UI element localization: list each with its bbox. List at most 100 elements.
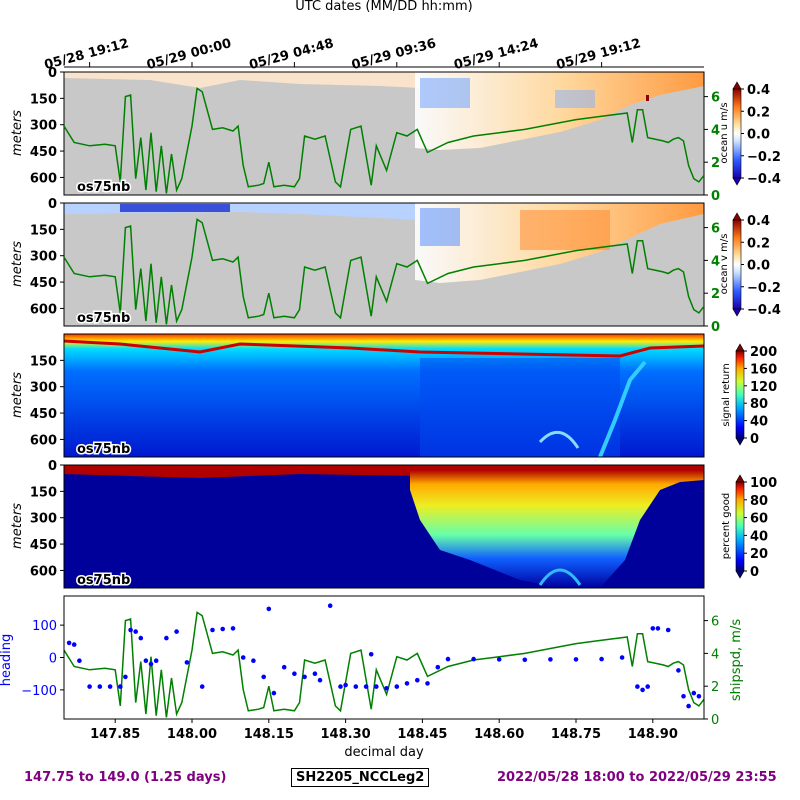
colorbar-tick-label: −0.4 <box>747 172 781 187</box>
decimal-day-tick-label: 148.15 <box>244 727 294 742</box>
heading-point <box>676 668 681 673</box>
depth-tick-label: 300 <box>30 250 57 265</box>
depth-tick-label: 300 <box>30 381 57 396</box>
heading-tick-label: 0 <box>49 652 57 667</box>
decimal-day-tick-label: 147.85 <box>90 727 140 742</box>
colorbar-tick-label: 100 <box>750 476 777 491</box>
depth-tick-label: 150 <box>30 485 57 500</box>
signal-return-colorbar: 200 160 120 80 40 0 signal return <box>721 343 777 447</box>
signal-return-bottom-echo <box>598 360 647 457</box>
depth-tick-label: 300 <box>30 512 57 527</box>
heading-point <box>317 677 323 683</box>
percent-good-panel: 0 150 300 450 600 meters os75nb <box>10 459 705 590</box>
heading-point <box>128 627 133 633</box>
heading-point <box>384 686 389 691</box>
signal-return-panel: 150 300 450 600 meters os75nb <box>10 333 705 459</box>
signal-return-colorbar-label: signal return <box>721 363 732 426</box>
ocean-u-frame <box>63 71 705 196</box>
decimal-day-xlabel: decimal day <box>344 745 424 760</box>
ocean-u-panel: 0 150 300 450 600 6 4 2 0 meters os75nb <box>10 66 720 204</box>
depth-tick-label: 450 <box>30 276 57 291</box>
signal-return-colorbar-body <box>735 350 745 439</box>
colorbar-tick-label: 0.0 <box>747 259 770 274</box>
heading-series <box>66 603 702 709</box>
depth-tick-label: 450 <box>30 538 57 553</box>
heading-point <box>123 674 128 680</box>
depth-tick-label: 450 <box>30 145 57 160</box>
heading-point <box>153 658 159 663</box>
heading-point <box>312 671 318 676</box>
heading-point <box>138 635 144 641</box>
ocean-v-colorbar-top-arrow <box>732 212 742 221</box>
heading-point <box>343 682 348 688</box>
depth-tick-label: 150 <box>30 92 57 107</box>
ocean-v-blue-streak <box>120 204 230 212</box>
shipspd-tick-label: 0 <box>711 320 720 335</box>
heading-point <box>230 626 236 631</box>
ocean-u-colorbar-label: ocean u m/s <box>719 102 730 163</box>
heading-point <box>681 694 686 699</box>
shipspd-tick-label: 2 <box>711 680 719 695</box>
heading-point <box>696 694 702 699</box>
shipspd-axis-label: shipspd, m/s <box>729 619 744 701</box>
colorbar-tick-label: 80 <box>750 494 768 509</box>
footer-day-range: 147.75 to 149.0 (1.25 days) <box>24 770 227 785</box>
heading-point <box>645 684 650 689</box>
heading-point <box>292 671 297 676</box>
ocean-u-ylabel: meters <box>10 110 25 156</box>
colorbar-tick-label: 0.2 <box>747 236 770 251</box>
top-axis-tick-label: 05/29 09:36 <box>350 36 438 73</box>
signal-return-instrument-label: os75nb <box>77 442 130 457</box>
depth-tick-label: 450 <box>30 407 57 422</box>
heading-point <box>143 658 149 663</box>
ocean-u-data-region <box>415 72 704 150</box>
heading-tick-label: 100 <box>32 619 57 634</box>
colorbar-tick-label: 0 <box>750 432 759 447</box>
decimal-day-tick-label: 148.45 <box>397 727 447 742</box>
heading-point <box>251 658 256 663</box>
decimal-day-tick-label: 148.00 <box>167 727 217 742</box>
heading-point <box>338 684 343 689</box>
ocean-u-blue-patch-2 <box>555 90 595 108</box>
top-axis-ticks: 05/28 19:12 05/29 00:00 05/29 04:48 05/29 0… <box>43 36 643 73</box>
percent-good-colorbar-body <box>735 481 745 572</box>
colorbar-tick-label: 0.4 <box>747 83 770 98</box>
heading-point <box>619 655 625 660</box>
heading-point <box>271 690 277 696</box>
ocean-v-blue-patch <box>420 208 460 246</box>
colorbar-tick-label: 0.2 <box>747 105 770 120</box>
heading-point <box>599 656 604 662</box>
signal-return-arc <box>538 431 580 449</box>
colorbar-tick-label: 40 <box>750 415 768 430</box>
heading-point <box>97 684 103 689</box>
depth-tick-label: 0 <box>48 66 57 81</box>
percent-good-instrument-label: os75nb <box>77 573 130 588</box>
heading-point <box>435 664 441 670</box>
heading-shipspd-panel: 100 0 −100 6 4 2 0 147.85 148.00 148.15 148.30 14… <box>0 595 744 760</box>
percent-good-arc <box>538 568 582 586</box>
ocean-u-colorbar-body <box>732 88 742 179</box>
depth-tick-label: 600 <box>30 171 57 186</box>
ocean-v-frame <box>63 202 705 327</box>
heading-point <box>363 684 369 689</box>
percent-good-colorbar: 100 80 60 40 20 0 percent good <box>721 474 777 580</box>
percent-good-ylabel: meters <box>10 503 25 549</box>
heading-point <box>184 660 190 665</box>
colorbar-tick-label: 160 <box>750 362 777 377</box>
heading-point <box>425 681 430 686</box>
heading-point <box>133 629 138 634</box>
heading-point <box>573 657 579 662</box>
heading-point <box>302 674 307 680</box>
depth-tick-label: 600 <box>30 564 57 579</box>
shipspd-tick-label: 6 <box>711 615 719 630</box>
shipspd-tick-label: 6 <box>711 91 720 106</box>
heading-point <box>164 635 169 641</box>
top-axis-tick-label: 05/29 14:24 <box>452 36 540 73</box>
colorbar-tick-label: −0.4 <box>747 303 781 318</box>
signal-return-colorbar-bottom-arrow <box>735 437 745 446</box>
shipspd-tick-label: 4 <box>711 647 719 662</box>
shipspd-tick-label: 2 <box>711 287 720 302</box>
ocean-v-ylabel: meters <box>10 241 25 287</box>
colorbar-tick-label: 0.4 <box>747 214 770 229</box>
